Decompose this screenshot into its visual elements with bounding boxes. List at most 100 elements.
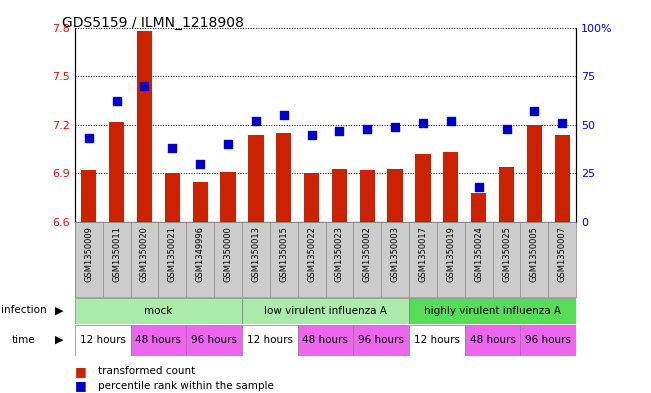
- Point: [307, 131, 317, 138]
- Text: 48 hours: 48 hours: [469, 335, 516, 345]
- Bar: [353, 325, 409, 356]
- Point: [167, 145, 178, 151]
- Bar: [103, 222, 131, 297]
- Text: GSM1350013: GSM1350013: [251, 226, 260, 282]
- Bar: [276, 133, 292, 222]
- Text: 96 hours: 96 hours: [358, 335, 404, 345]
- Bar: [131, 222, 158, 297]
- Bar: [242, 298, 409, 324]
- Point: [279, 112, 289, 118]
- Bar: [359, 170, 375, 222]
- Bar: [409, 325, 465, 356]
- Text: 12 hours: 12 hours: [247, 335, 293, 345]
- Text: GSM1350023: GSM1350023: [335, 226, 344, 282]
- Text: time: time: [12, 335, 35, 345]
- Bar: [298, 222, 326, 297]
- Bar: [387, 169, 403, 222]
- Bar: [270, 222, 298, 297]
- Text: GSM1350011: GSM1350011: [112, 226, 121, 282]
- Bar: [415, 154, 430, 222]
- Bar: [409, 222, 437, 297]
- Bar: [381, 222, 409, 297]
- Text: GSM1350007: GSM1350007: [558, 226, 567, 282]
- Point: [557, 120, 568, 126]
- Bar: [248, 134, 264, 222]
- Text: GSM1350025: GSM1350025: [502, 226, 511, 282]
- Bar: [353, 222, 381, 297]
- Point: [334, 127, 344, 134]
- Bar: [137, 31, 152, 222]
- Text: 48 hours: 48 hours: [303, 335, 348, 345]
- Text: GSM1350003: GSM1350003: [391, 226, 400, 282]
- Bar: [131, 325, 186, 356]
- Bar: [520, 325, 576, 356]
- Bar: [214, 222, 242, 297]
- Bar: [81, 170, 96, 222]
- Text: 96 hours: 96 hours: [525, 335, 572, 345]
- Bar: [221, 172, 236, 222]
- Bar: [242, 222, 270, 297]
- Bar: [109, 121, 124, 222]
- Text: transformed count: transformed count: [98, 366, 195, 376]
- Bar: [409, 298, 576, 324]
- Bar: [326, 222, 353, 297]
- Text: 12 hours: 12 hours: [414, 335, 460, 345]
- Bar: [465, 325, 520, 356]
- Point: [251, 118, 261, 124]
- Text: GDS5159 / ILMN_1218908: GDS5159 / ILMN_1218908: [62, 16, 243, 30]
- Text: GSM1350024: GSM1350024: [474, 226, 483, 282]
- Bar: [242, 325, 298, 356]
- Point: [529, 108, 540, 114]
- Bar: [158, 222, 186, 297]
- Bar: [304, 173, 319, 222]
- Text: percentile rank within the sample: percentile rank within the sample: [98, 381, 273, 391]
- Text: GSM1350019: GSM1350019: [447, 226, 455, 282]
- Bar: [75, 222, 103, 297]
- Point: [473, 184, 484, 190]
- Text: GSM1350020: GSM1350020: [140, 226, 149, 282]
- Text: GSM1349996: GSM1349996: [196, 226, 204, 282]
- Point: [418, 120, 428, 126]
- Bar: [165, 173, 180, 222]
- Point: [390, 123, 400, 130]
- Text: GSM1350000: GSM1350000: [223, 226, 232, 282]
- Text: ▶: ▶: [55, 335, 64, 345]
- Text: highly virulent influenza A: highly virulent influenza A: [424, 306, 561, 316]
- Bar: [499, 167, 514, 222]
- Text: infection: infection: [1, 305, 47, 316]
- Text: GSM1350005: GSM1350005: [530, 226, 539, 282]
- Bar: [75, 325, 131, 356]
- Text: 96 hours: 96 hours: [191, 335, 237, 345]
- Bar: [520, 222, 548, 297]
- Point: [501, 125, 512, 132]
- Bar: [548, 222, 576, 297]
- Bar: [555, 134, 570, 222]
- Point: [139, 83, 150, 89]
- Text: ■: ■: [75, 379, 87, 393]
- Text: GSM1350021: GSM1350021: [168, 226, 177, 282]
- Point: [223, 141, 233, 147]
- Bar: [471, 193, 486, 222]
- Point: [83, 135, 94, 141]
- Bar: [193, 182, 208, 222]
- Point: [195, 160, 206, 167]
- Text: ▶: ▶: [55, 305, 64, 316]
- Text: 12 hours: 12 hours: [79, 335, 126, 345]
- Point: [111, 98, 122, 105]
- Bar: [493, 222, 520, 297]
- Text: GSM1350017: GSM1350017: [419, 226, 428, 282]
- Point: [445, 118, 456, 124]
- Bar: [443, 152, 458, 222]
- Bar: [186, 222, 214, 297]
- Text: GSM1350015: GSM1350015: [279, 226, 288, 282]
- Bar: [437, 222, 465, 297]
- Bar: [186, 325, 242, 356]
- Bar: [465, 222, 493, 297]
- Text: GSM1350002: GSM1350002: [363, 226, 372, 282]
- Text: GSM1350009: GSM1350009: [84, 226, 93, 282]
- Text: GSM1350022: GSM1350022: [307, 226, 316, 282]
- Bar: [527, 125, 542, 222]
- Text: 48 hours: 48 hours: [135, 335, 182, 345]
- Text: ■: ■: [75, 365, 87, 378]
- Text: mock: mock: [145, 306, 173, 316]
